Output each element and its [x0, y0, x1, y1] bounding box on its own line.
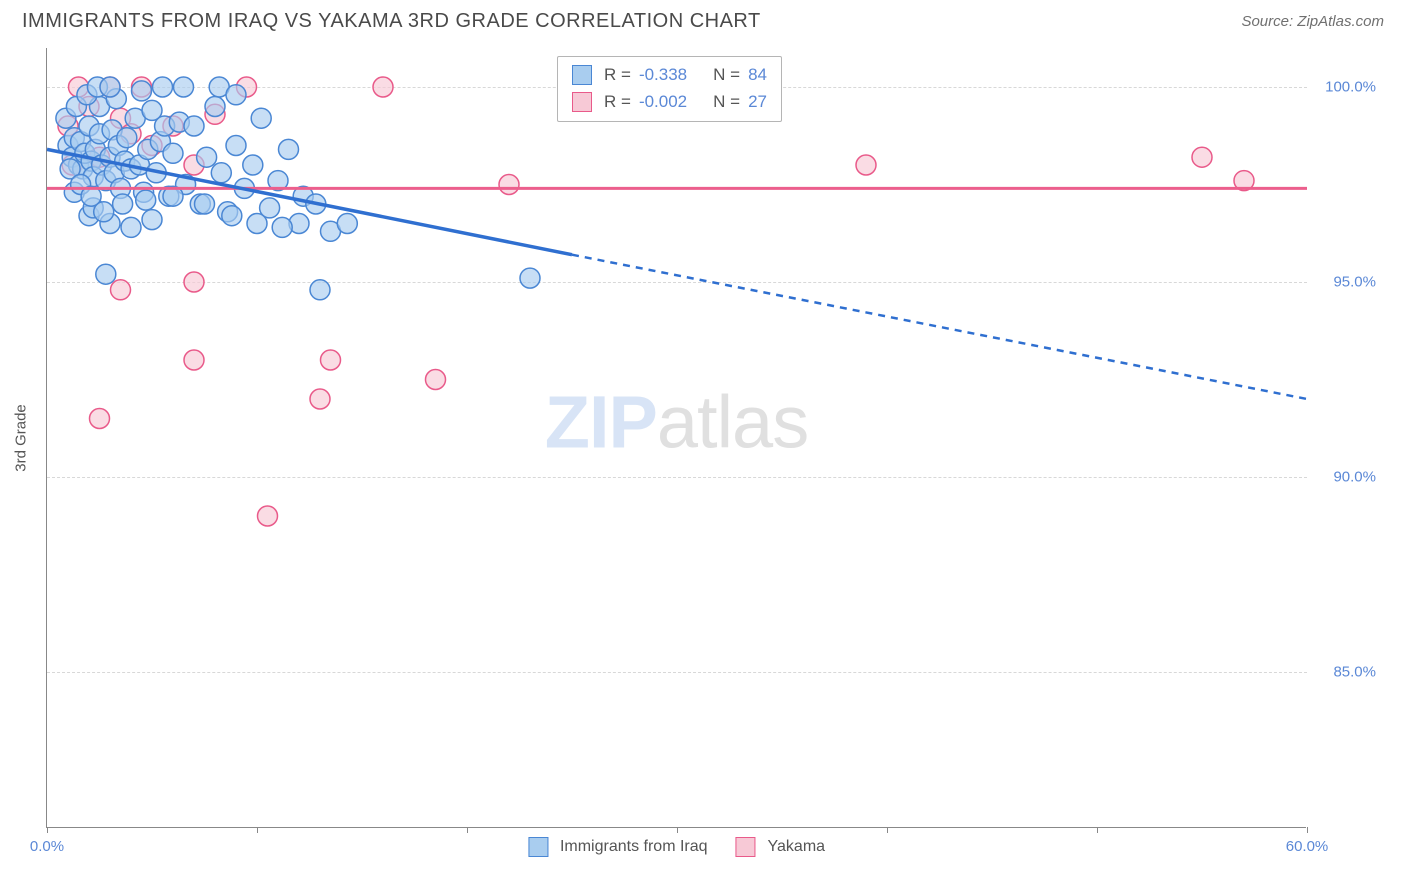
scatter-point — [1192, 147, 1212, 167]
scatter-point — [310, 389, 330, 409]
scatter-point — [856, 155, 876, 175]
legend-label: Yakama — [768, 838, 826, 856]
trendline-dashed — [572, 255, 1307, 399]
scatter-point — [132, 81, 152, 101]
scatter-point — [243, 155, 263, 175]
scatter-point — [184, 116, 204, 136]
scatter-point — [426, 370, 446, 390]
chart-container: 3rd Grade 85.0%90.0%95.0%100.0% 0.0%60.0… — [46, 48, 1380, 848]
scatter-point — [94, 202, 114, 222]
y-tick-label: 95.0% — [1316, 274, 1376, 291]
legend-item: Immigrants from Iraq — [528, 837, 708, 857]
scatter-point — [321, 350, 341, 370]
legend-swatch — [736, 837, 756, 857]
scatter-point — [226, 85, 246, 105]
stat-r-value: -0.002 — [639, 88, 687, 115]
stat-r-label: R = — [604, 61, 631, 88]
scatter-point — [111, 280, 131, 300]
scatter-point — [113, 194, 133, 214]
stat-r-label: R = — [604, 88, 631, 115]
scatter-point — [373, 77, 393, 97]
scatter-point — [174, 77, 194, 97]
legend-label: Immigrants from Iraq — [560, 838, 708, 856]
scatter-point — [184, 272, 204, 292]
scatter-point — [247, 214, 267, 234]
scatter-point — [279, 139, 299, 159]
plot-area: 3rd Grade 85.0%90.0%95.0%100.0% 0.0%60.0… — [46, 48, 1306, 828]
stats-row: R = -0.002 N = 27 — [572, 88, 767, 115]
scatter-point — [272, 217, 292, 237]
x-tick-mark — [1307, 827, 1308, 833]
scatter-point — [121, 217, 141, 237]
scatter-point — [251, 108, 271, 128]
chart-title: IMMIGRANTS FROM IRAQ VS YAKAMA 3RD GRADE… — [22, 10, 761, 33]
stat-n-value: 27 — [748, 88, 767, 115]
scatter-point — [136, 190, 156, 210]
series-swatch — [572, 92, 592, 112]
x-tick-label: 0.0% — [30, 838, 64, 855]
scatter-point — [205, 97, 225, 117]
scatter-point — [163, 143, 183, 163]
scatter-point — [184, 350, 204, 370]
legend-bottom: Immigrants from Iraq Yakama — [528, 837, 825, 857]
scatter-plot-svg — [47, 48, 1307, 828]
x-tick-label: 60.0% — [1286, 838, 1329, 855]
stat-n-value: 84 — [748, 61, 767, 88]
scatter-point — [153, 77, 173, 97]
scatter-point — [211, 163, 231, 183]
scatter-point — [258, 506, 278, 526]
stat-n-label: N = — [713, 88, 740, 115]
stats-legend-box: R = -0.338 N = 84 R = -0.002 N = 27 — [557, 56, 782, 122]
series-swatch — [572, 65, 592, 85]
stat-n-label: N = — [713, 61, 740, 88]
scatter-point — [197, 147, 217, 167]
y-tick-label: 100.0% — [1316, 79, 1376, 96]
scatter-point — [142, 210, 162, 230]
scatter-point — [226, 136, 246, 156]
y-axis-label: 3rd Grade — [13, 404, 30, 472]
scatter-point — [100, 77, 120, 97]
scatter-point — [520, 268, 540, 288]
scatter-point — [96, 264, 116, 284]
stat-r-value: -0.338 — [639, 61, 687, 88]
stats-row: R = -0.338 N = 84 — [572, 61, 767, 88]
scatter-point — [310, 280, 330, 300]
legend-item: Yakama — [736, 837, 826, 857]
scatter-point — [337, 214, 357, 234]
source-attribution: Source: ZipAtlas.com — [1241, 13, 1384, 30]
scatter-point — [117, 128, 137, 148]
legend-swatch — [528, 837, 548, 857]
y-tick-label: 90.0% — [1316, 469, 1376, 486]
scatter-point — [195, 194, 215, 214]
scatter-point — [90, 409, 110, 429]
scatter-point — [222, 206, 242, 226]
scatter-point — [499, 175, 519, 195]
y-tick-label: 85.0% — [1316, 664, 1376, 681]
